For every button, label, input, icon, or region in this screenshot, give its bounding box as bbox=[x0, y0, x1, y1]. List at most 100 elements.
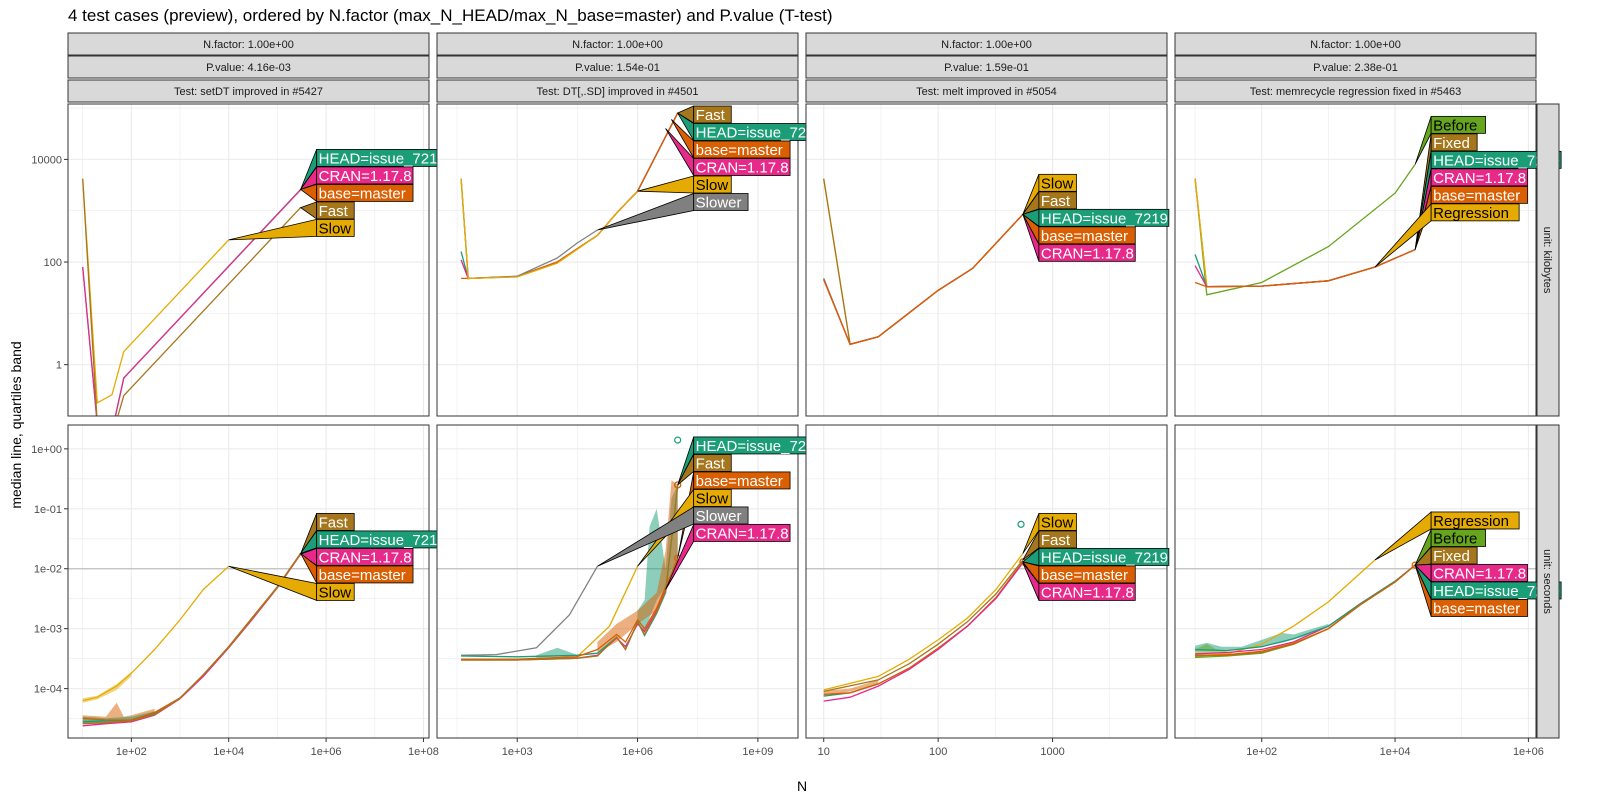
data-label-head-issue-7219: HEAD=issue_7219 bbox=[319, 532, 446, 549]
row-strip-label: unit: kilobytes bbox=[1541, 227, 1553, 294]
strip-pvalue bbox=[1174, 55, 1537, 79]
data-label-slower: Slower bbox=[696, 195, 742, 212]
data-label-cran-1-17-8: CRAN=1.17.8 bbox=[319, 549, 412, 566]
series-line-base-master bbox=[1194, 249, 1416, 288]
facet-3-kilobytes: SlowFastHEAD=issue_7219base=masterCRAN=1… bbox=[805, 103, 1170, 417]
gridlines bbox=[1175, 104, 1536, 416]
data-label-fixed: Fixed bbox=[1433, 135, 1470, 152]
direct-labels: RegressionBeforeFixedCRAN=1.17.8HEAD=iss… bbox=[1374, 511, 1562, 617]
quartile-band-base-master bbox=[823, 679, 879, 697]
label-box-slow bbox=[693, 175, 732, 194]
label-box-cran-1-17-8 bbox=[1430, 564, 1528, 582]
data-label-before: Before bbox=[1433, 117, 1477, 134]
strip-nfactor-label: N.factor: 1.00e+00 bbox=[1310, 39, 1401, 51]
outlier-point-head-issue-7219 bbox=[1017, 520, 1025, 528]
data-label-head-issue-7219: HEAD=issue_7219 bbox=[319, 150, 446, 167]
plot-marks bbox=[1195, 559, 1419, 659]
plot-marks bbox=[82, 553, 302, 727]
data-label-base-master: base=master bbox=[1041, 228, 1128, 245]
label-box-regression bbox=[1430, 203, 1520, 222]
strip-nfactor-label: N.factor: 1.00e+00 bbox=[572, 39, 663, 51]
panel-border bbox=[436, 424, 799, 739]
label-box-before bbox=[1430, 529, 1486, 547]
y-tick-label: 1 bbox=[56, 360, 62, 372]
quartile-band-base-master bbox=[597, 480, 678, 653]
label-box-base-master bbox=[1430, 599, 1528, 617]
panel-border bbox=[67, 424, 430, 739]
data-label-head-issue-7219: HEAD=issue_7219 bbox=[696, 438, 823, 455]
label-box-head-issue-7219 bbox=[1430, 581, 1562, 600]
data-label-head-issue-7219: HEAD=issue_7219 bbox=[1041, 210, 1168, 227]
y-tick-label: 1e-01 bbox=[34, 504, 62, 516]
label-box-fast bbox=[1038, 530, 1077, 549]
x-tick-label: 1e+02 bbox=[116, 746, 147, 758]
strip-pvalue bbox=[805, 55, 1168, 79]
data-label-base-master: base=master bbox=[319, 185, 406, 202]
label-box-slow bbox=[316, 219, 355, 237]
facet-4-seconds: 1e+02 1e+04 1e+06 RegressionBeforeFixedCRAN… bbox=[1174, 424, 1562, 758]
data-label-fast: Fast bbox=[1041, 193, 1071, 210]
direct-labels: SlowFastHEAD=issue_7219base=masterCRAN=1… bbox=[1021, 173, 1170, 262]
panels-layer: N.factor: 1.00e+00 P.value: 4.16e-03 Test:… bbox=[31, 32, 1562, 758]
x-tick-label: 1e+09 bbox=[742, 746, 773, 758]
panel-border bbox=[1174, 424, 1537, 739]
panel-background bbox=[1175, 104, 1536, 416]
data-label-regression: Regression bbox=[1433, 513, 1509, 530]
label-box-cran-1-17-8 bbox=[316, 166, 414, 185]
plot-marks bbox=[1194, 164, 1416, 296]
panel-border bbox=[67, 103, 430, 417]
gridlines bbox=[806, 104, 1167, 416]
label-box-fast bbox=[693, 105, 732, 124]
strip-test-label: Test: melt improved in #5054 bbox=[916, 86, 1057, 98]
data-label-fast: Fast bbox=[696, 107, 726, 124]
data-label-base-master: base=master bbox=[696, 473, 783, 490]
data-label-cran-1-17-8: CRAN=1.17.8 bbox=[1433, 565, 1526, 582]
row-strips: unit: kilobytes unit: seconds bbox=[1536, 103, 1560, 739]
facet-3-seconds: 10 100 1000 SlowFastHEAD=issue_7219base=mas… bbox=[805, 424, 1170, 758]
row-strip-label: unit: seconds bbox=[1541, 549, 1553, 614]
strip-nfactor bbox=[67, 32, 430, 56]
panel-4: N.factor: 1.00e+00 P.value: 2.38e-01 Test:… bbox=[1174, 32, 1562, 758]
data-label-fixed: Fixed bbox=[1433, 548, 1470, 565]
label-box-cran-1-17-8 bbox=[693, 524, 791, 542]
plot-marks bbox=[823, 520, 1027, 702]
label-box-head-issue-7219 bbox=[1038, 548, 1170, 566]
label-box-base-master bbox=[316, 565, 414, 584]
data-label-fast: Fast bbox=[319, 514, 349, 531]
gridlines bbox=[68, 425, 429, 738]
label-box-slower bbox=[693, 506, 749, 525]
strip-nfactor bbox=[1174, 32, 1537, 56]
facet-2-kilobytes: FastHEAD=issue_7219base=masterCRAN=1.17.… bbox=[436, 103, 825, 417]
direct-labels: BeforeFixedHEAD=issue_7219CRAN=1.17.8bas… bbox=[1374, 115, 1562, 268]
label-box-slower bbox=[693, 193, 749, 211]
strip-nfactor-label: N.factor: 1.00e+00 bbox=[203, 39, 294, 51]
data-label-regression: Regression bbox=[1433, 205, 1509, 222]
label-box-head-issue-7219 bbox=[1430, 150, 1562, 169]
data-label-cran-1-17-8: CRAN=1.17.8 bbox=[1433, 170, 1526, 187]
series-line-head-issue-7219 bbox=[1195, 564, 1416, 652]
strip-nfactor-label: N.factor: 1.00e+00 bbox=[941, 39, 1032, 51]
series-line-fast bbox=[82, 178, 302, 416]
x-tick-label: 1e+03 bbox=[502, 746, 533, 758]
data-label-cran-1-17-8: CRAN=1.17.8 bbox=[696, 525, 789, 542]
data-label-cran-1-17-8: CRAN=1.17.8 bbox=[1041, 584, 1134, 601]
label-box-fast bbox=[1038, 191, 1077, 210]
x-axis-title: N bbox=[797, 778, 807, 794]
plot-marks bbox=[82, 178, 302, 416]
y-tick-label: 1e-04 bbox=[34, 684, 62, 696]
strip-pvalue-label: P.value: 1.54e-01 bbox=[575, 62, 660, 74]
y-tick-label: 100 bbox=[44, 257, 62, 269]
y-tick-label: 1e+00 bbox=[31, 444, 62, 456]
label-box-fast bbox=[316, 513, 355, 531]
label-box-fast bbox=[693, 454, 732, 472]
data-label-slower: Slower bbox=[696, 508, 742, 525]
data-label-base-master: base=master bbox=[1041, 567, 1128, 584]
outlier-point-head-issue-7219 bbox=[674, 436, 682, 444]
direct-labels: FastHEAD=issue_7219base=masterCRAN=1.17.… bbox=[597, 105, 825, 231]
label-box-base-master bbox=[1038, 565, 1136, 584]
facet-1-seconds: 1e-04 1e-03 1e-02 1e-01 1e+00 1e+02 1e+04 1e+06… bbox=[31, 424, 448, 758]
series-line-base-master bbox=[823, 213, 1024, 346]
plot-marks bbox=[461, 436, 682, 661]
data-label-slow: Slow bbox=[696, 490, 729, 507]
x-tick-label: 1e+08 bbox=[408, 746, 439, 758]
